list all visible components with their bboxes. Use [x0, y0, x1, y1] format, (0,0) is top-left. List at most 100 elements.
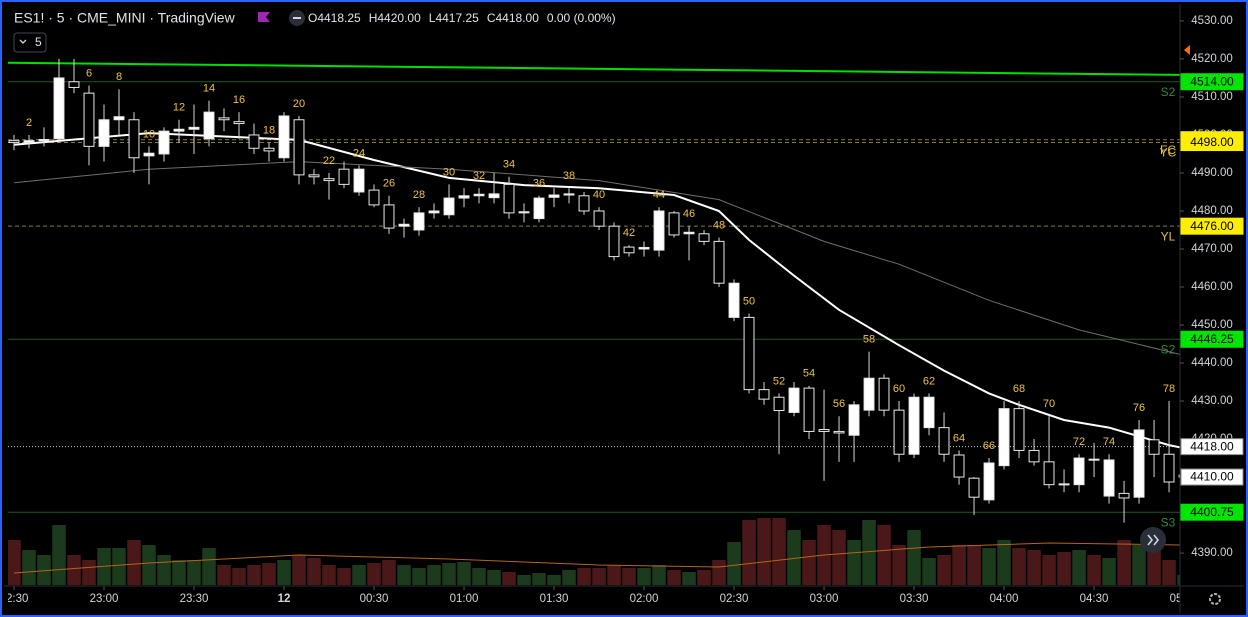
- candle-body: [743, 316, 755, 391]
- volume-bar: [262, 563, 276, 585]
- candle-body: [728, 282, 740, 318]
- volume-bar: [712, 560, 726, 585]
- candle-body: [683, 231, 695, 235]
- y-tick-label: 4520.00: [1191, 53, 1233, 65]
- candle-body: [428, 210, 440, 214]
- bar-number: 66: [983, 440, 995, 452]
- bar-number: 26: [383, 178, 395, 190]
- x-tick-label: 04:00: [990, 593, 1019, 605]
- volume-bar: [322, 565, 336, 585]
- candle-body: [443, 197, 455, 216]
- ohlc-value: 0.00 (0.00%): [547, 11, 616, 25]
- volume-bar: [127, 540, 141, 585]
- volume-bar: [877, 525, 891, 585]
- candle-body: [1028, 449, 1040, 463]
- candle-body: [803, 387, 815, 432]
- settings-gear[interactable]: [1209, 593, 1221, 605]
- volume-bar: [1102, 558, 1116, 585]
- price-label: 4514.00: [1190, 74, 1234, 88]
- candle-body: [113, 116, 125, 121]
- level-tag: S2: [1161, 342, 1176, 356]
- volume-bar: [607, 565, 621, 585]
- volume-bar: [937, 555, 951, 585]
- bar-number: 14: [203, 83, 215, 95]
- volume-bar: [82, 560, 96, 585]
- price-label-box: [1180, 73, 1244, 91]
- candle-body: [158, 130, 170, 155]
- candle-body: [188, 126, 200, 130]
- level-tag: S2: [1161, 85, 1176, 99]
- candle-body: [368, 189, 380, 206]
- price-label: 4400.75: [1190, 505, 1234, 519]
- x-tick-label: 00:30: [360, 593, 389, 605]
- candle-body: [233, 121, 245, 125]
- x-tick-label: 23:30: [180, 593, 209, 605]
- volume-bar: [982, 548, 996, 585]
- candle-body: [818, 429, 830, 432]
- candle-body: [923, 396, 935, 429]
- y-tick-label: 4390.00: [1191, 547, 1233, 559]
- volume-bar: [1072, 550, 1086, 585]
- volume-bar: [1177, 575, 1180, 585]
- indicator-line: [13, 161, 1180, 355]
- volume-bar: [727, 542, 741, 585]
- candle-body: [593, 210, 605, 227]
- flag-icon[interactable]: [258, 12, 270, 22]
- candle-body: [1073, 457, 1085, 486]
- candle-body: [128, 119, 140, 159]
- volume-bar: [862, 520, 876, 585]
- bar-number: 50: [743, 296, 755, 308]
- candle-body: [323, 178, 335, 182]
- candle-body: [293, 119, 305, 176]
- interval-dropdown[interactable]: [13, 32, 47, 53]
- indicator-line: [13, 132, 1180, 449]
- volume-bar: [442, 563, 456, 585]
- bar-number: 46: [683, 208, 695, 220]
- bar-number: 74: [1103, 436, 1115, 448]
- time-axis: 22:30 23:00 23:30 12 00:30 01:00 01:30 02:00 02:…: [8, 586, 1199, 605]
- candle-body: [773, 396, 785, 412]
- bar-number: 6: [86, 67, 92, 79]
- candle-body: [533, 197, 545, 220]
- candle-body: [1118, 492, 1130, 499]
- x-tick-label: 23:00: [90, 593, 119, 605]
- x-tick-label: 02:30: [720, 593, 749, 605]
- y-tick-label: 4430.00: [1191, 395, 1233, 407]
- candle-body: [1133, 429, 1145, 498]
- price-label: 4498.00: [1190, 135, 1234, 149]
- volume-bar: [652, 565, 666, 585]
- y-tick-label: 4460.00: [1191, 281, 1233, 293]
- ohlc-value: C4418.00: [487, 11, 539, 25]
- volume-bar: [547, 575, 561, 585]
- bar-number: 8: [116, 71, 122, 83]
- volume-bar: [772, 518, 786, 585]
- bar-number: 38: [563, 170, 575, 182]
- volume-bar: [172, 560, 186, 585]
- bar-number: 70: [1043, 398, 1055, 410]
- volume-bar: [352, 565, 366, 585]
- volume-bar: [472, 568, 486, 585]
- volume-bar: [1057, 552, 1071, 585]
- price-axis: 4390.004400.004410.004420.004430.004440.…: [1180, 15, 1244, 559]
- volume-bar: [922, 558, 936, 585]
- volume-bar: [682, 572, 696, 585]
- volume-bar: [802, 540, 816, 585]
- x-tick-label: 05:00: [1170, 593, 1199, 605]
- volume-bar: [217, 565, 231, 585]
- volume-bar: [1117, 540, 1131, 585]
- symbol-title: ES1! · 5 · CME_MINI · TradingView: [14, 10, 236, 26]
- candle-body: [473, 193, 485, 197]
- volume-bar: [952, 545, 966, 585]
- volume-bar: [892, 545, 906, 585]
- price-label-box: [1180, 134, 1244, 152]
- level-tag: S3: [1161, 515, 1176, 529]
- candle-body: [713, 240, 725, 284]
- volume-bar: [532, 573, 546, 585]
- volume-bar: [1027, 550, 1041, 585]
- candle-body: [308, 174, 320, 178]
- price-label: 4418.00: [1190, 439, 1234, 453]
- bar-number: 20: [293, 98, 305, 110]
- bar-number: 42: [623, 227, 635, 239]
- volume-bar: [202, 548, 216, 585]
